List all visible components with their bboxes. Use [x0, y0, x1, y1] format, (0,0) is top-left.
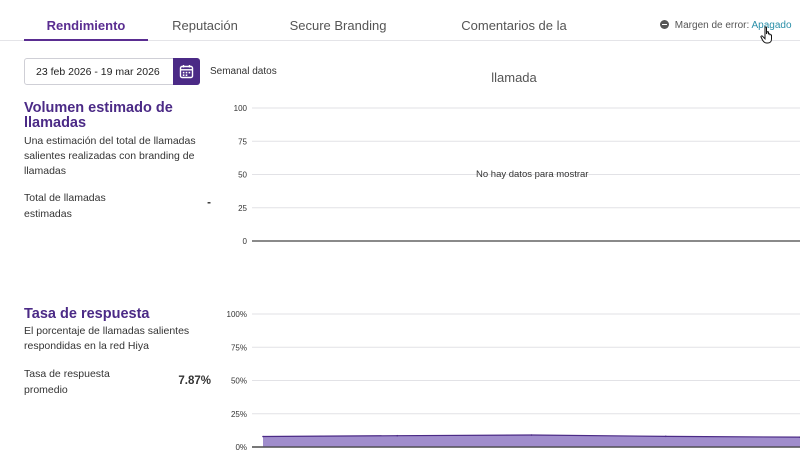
y-tick-label: 100 [234, 104, 248, 113]
calendar-button[interactable] [173, 58, 200, 85]
tab-comentarios[interactable]: Comentarios de la llamada [461, 18, 567, 85]
volume-stat-label: Total de llamadas estimadas [24, 192, 106, 220]
no-data-message: No hay datos para mostrar [476, 169, 589, 180]
data-point [396, 434, 399, 437]
volume-chart: 100 75 50 25 0 No hay datos para mostrar [220, 96, 800, 256]
volume-title: Volumen estimado de llamadas [24, 100, 173, 131]
series-area [263, 435, 800, 447]
response-description: El porcentaje de llamadas salientes resp… [24, 325, 190, 352]
error-margin-toggle: Margen de error: Apagado [660, 19, 792, 31]
tab-bar: Rendimiento Reputación Secure Branding C… [0, 0, 800, 85]
data-point [262, 435, 264, 438]
calendar-icon [179, 65, 194, 79]
response-stat-label: Tasa de respuesta promedio [24, 368, 110, 396]
response-chart: 100% 75% 50% 25% 0% [220, 300, 800, 450]
hand-cursor-icon [760, 26, 772, 44]
response-title: Tasa de respuesta [24, 306, 150, 322]
data-point [530, 434, 533, 436]
volume-description: Una estimación del total de llamadas sal… [24, 135, 196, 177]
minus-circle-icon [660, 20, 669, 29]
volume-chart-svg: 100 75 50 25 0 [234, 104, 800, 246]
response-stat-value: 7.87% [178, 375, 211, 387]
y-tick-label: 25% [231, 410, 247, 419]
y-tick-label: 75% [231, 343, 247, 352]
date-range-value: 23 feb 2026 - 19 mar 2026 [36, 66, 160, 78]
data-point [664, 435, 667, 438]
error-margin-link[interactable]: Apagado [751, 20, 792, 31]
y-tick-label: 50 [238, 171, 247, 180]
y-tick-label: 100% [227, 310, 247, 319]
y-tick-label: 0% [235, 443, 247, 450]
y-tick-label: 25 [238, 204, 247, 213]
y-tick-label: 50% [231, 377, 247, 386]
granularity-label[interactable]: Semanal datos [210, 66, 277, 77]
response-chart-svg: 100% 75% 50% 25% 0% [227, 310, 800, 450]
error-margin-label: Margen de error: [674, 20, 750, 31]
date-range-picker[interactable]: 23 feb 2026 - 19 mar 2026 [24, 58, 200, 85]
tab-reputacion[interactable]: Reputación [172, 18, 238, 33]
tab-secure-branding[interactable]: Secure Branding [289, 18, 387, 33]
volume-stat-value: - [207, 197, 211, 209]
tab-rendimiento[interactable]: Rendimiento [24, 0, 148, 41]
y-tick-label: 0 [243, 237, 248, 246]
y-tick-label: 75 [238, 137, 247, 146]
